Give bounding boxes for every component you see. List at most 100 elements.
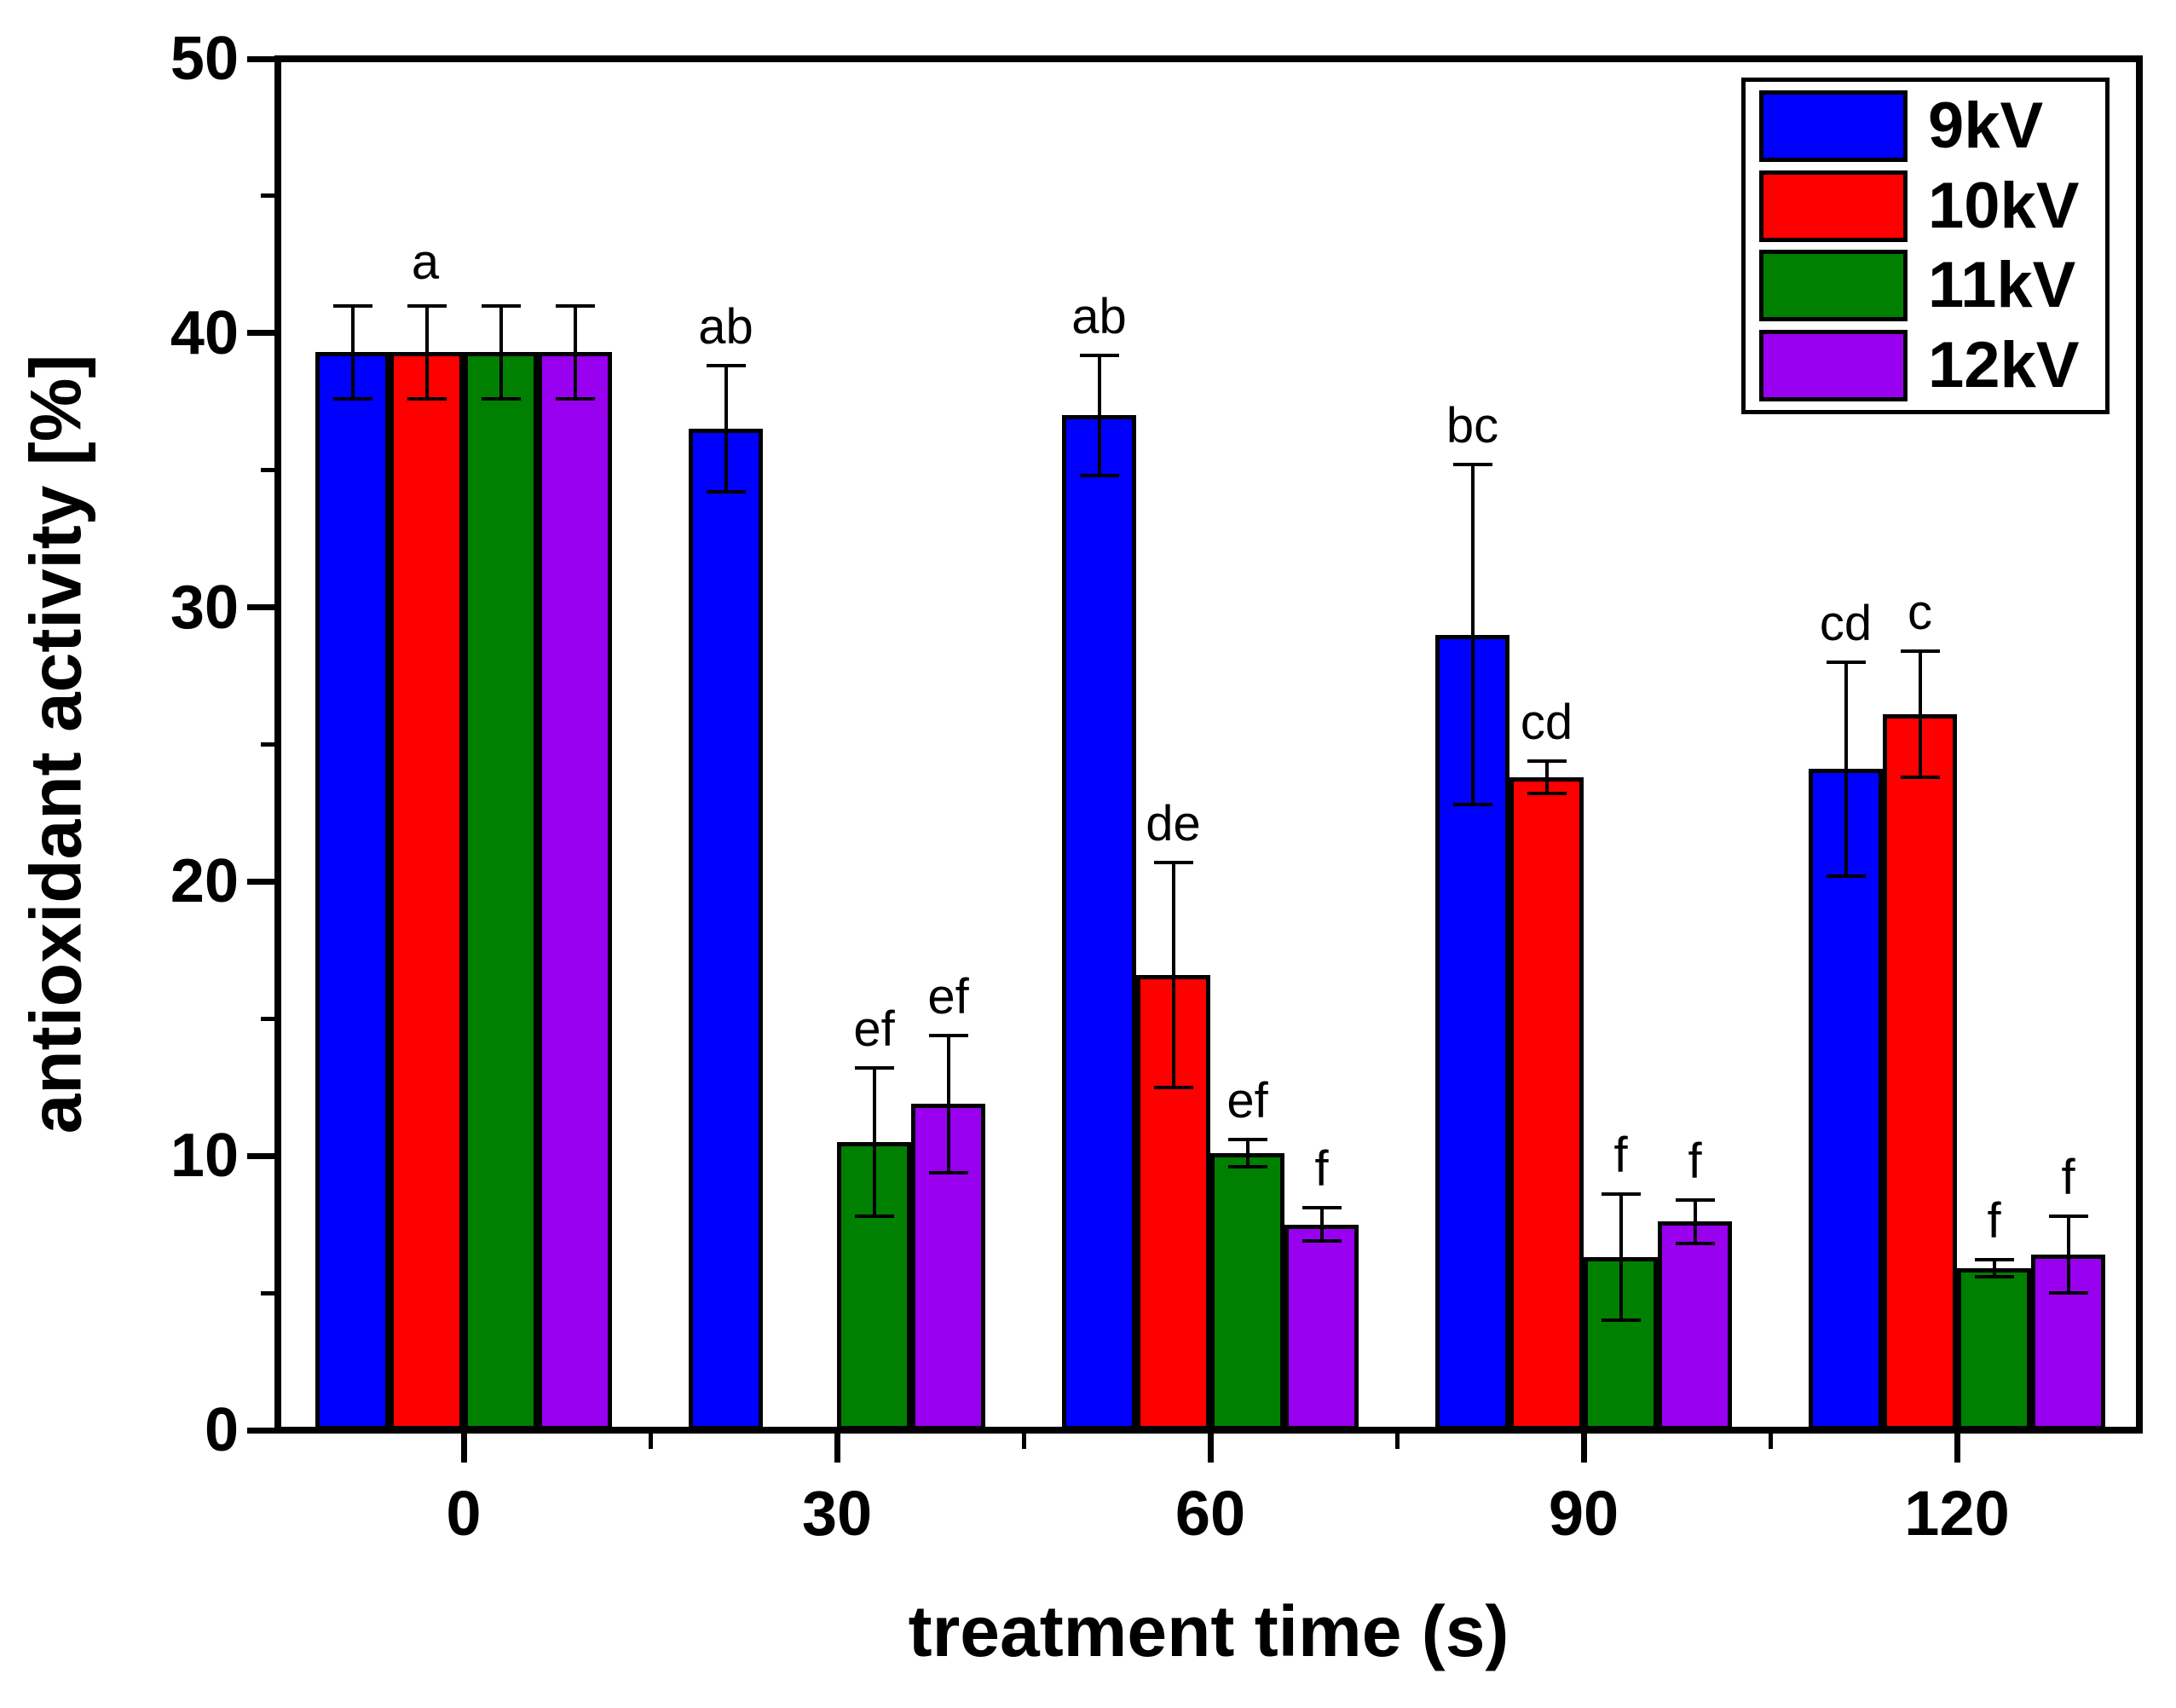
significance-label: cd [1520,694,1573,750]
error-bar-cap [1826,660,1866,664]
error-bar-cap [1302,1238,1342,1243]
error-bar [1918,651,1922,778]
error-bar-cap [1601,1192,1641,1197]
x-axis-tick-label: 60 [1175,1478,1246,1549]
x-axis-tick-label: 90 [1548,1478,1619,1549]
legend-label-10kV: 10kV [1928,169,2080,242]
error-bar [350,305,355,400]
y-axis-tick-label: 50 [170,25,239,93]
error-bar [1097,355,1101,476]
significance-label-group: a [411,234,440,290]
significance-label: ef [853,1001,895,1058]
y-axis-tick-label: 40 [170,298,239,367]
error-bar-cap [854,1214,894,1218]
bar-12kV-t60 [1284,1224,1359,1430]
y-axis-major-tick [247,604,278,611]
significance-label: cd [1819,595,1873,651]
bar-9kV-t120 [1809,769,1883,1430]
x-axis-title: treatment time (s) [908,1591,1509,1671]
error-bar-cap [407,303,447,308]
legend-swatch-10kV [1759,170,1908,242]
y-axis-title: antioxidant activity [%] [15,354,96,1134]
significance-label: f [1688,1133,1702,1189]
y-axis-minor-tick [261,1290,278,1295]
error-bar [499,305,503,400]
significance-label: de [1146,795,1201,851]
x-axis-major-tick [1207,1430,1214,1463]
x-axis-tick-label: 30 [801,1478,873,1549]
bar-12kV-t90 [1658,1221,1732,1430]
significance-label: f [2061,1149,2075,1205]
error-bar-cap [854,1066,894,1070]
error-bar [1319,1208,1324,1241]
error-bar [1544,760,1549,794]
y-axis-minor-tick [261,1016,278,1021]
error-bar [1992,1260,1996,1277]
error-bar-cap [1302,1206,1342,1210]
error-bar [1844,661,1848,876]
x-axis-major-tick [1954,1430,1960,1463]
y-axis-major-tick [247,878,278,885]
y-axis-minor-tick [261,193,278,199]
error-bar [2066,1215,2070,1294]
legend-swatch-12kV [1759,329,1908,401]
significance-label: ab [698,299,753,355]
error-bar-cap [1079,474,1119,478]
bar-10kV-t120 [1883,714,1957,1430]
x-axis-tick-label: 120 [1904,1478,2010,1549]
error-bar-cap [706,364,746,368]
significance-label: f [1987,1193,2001,1249]
y-axis-tick-label: 20 [170,847,239,916]
error-bar [1693,1199,1697,1244]
error-bar-cap [555,303,595,308]
significance-label: ef [927,968,969,1024]
significance-label: f [1613,1128,1628,1184]
legend-label-12kV: 12kV [1928,328,2080,401]
error-bar-cap [2048,1291,2088,1295]
error-bar-cap [1153,860,1193,864]
legend-label-9kV: 9kV [1928,89,2044,162]
bar-9kV-t0 [315,352,390,1430]
significance-label: ef [1227,1072,1268,1128]
error-bar [1619,1194,1623,1321]
x-axis-minor-tick [1394,1430,1400,1449]
x-axis-major-tick [460,1430,467,1463]
bar-11kV-t60 [1210,1152,1284,1430]
error-bar [872,1068,876,1216]
legend: 9kV 10kV 11kV 12kV [1741,78,2110,414]
significance-label: c [1908,585,1932,641]
error-bar-cap [555,397,595,401]
error-bar [946,1035,950,1173]
error-bar-cap [928,1170,968,1174]
legend-item-11kV: 11kV [1759,250,2105,322]
error-bar-cap [1601,1319,1641,1323]
bar-10kV-t90 [1509,777,1584,1430]
error-bar [1245,1139,1250,1168]
error-bar-cap [928,1033,968,1037]
error-bar-cap [1974,1258,2014,1262]
error-bar-cap [481,303,521,308]
error-bar-cap [1227,1165,1267,1169]
x-axis-tick-label: 0 [446,1478,482,1549]
error-bar-cap [1452,803,1492,807]
error-bar-cap [1974,1274,2014,1278]
x-axis-minor-tick [648,1430,653,1449]
bar-11kV-t120 [1957,1268,2031,1430]
legend-swatch-11kV [1759,250,1908,322]
x-axis-minor-tick [1021,1430,1026,1449]
legend-swatch-9kV [1759,90,1908,162]
error-bar-cap [1826,874,1866,878]
x-axis-major-tick [1580,1430,1587,1463]
error-bar-cap [1675,1197,1715,1202]
y-axis-tick-label: 10 [170,1122,239,1191]
error-bar [573,305,577,400]
y-axis-tick-label: 30 [170,573,239,642]
y-axis-major-tick [247,1427,278,1434]
bar-10kV-t0 [390,352,464,1430]
legend-item-9kV: 9kV [1759,90,2105,162]
error-bar-cap [2048,1214,2088,1218]
error-bar-cap [1527,792,1567,796]
y-axis-tick-label: 0 [204,1396,239,1464]
error-bar-cap [1227,1137,1267,1141]
